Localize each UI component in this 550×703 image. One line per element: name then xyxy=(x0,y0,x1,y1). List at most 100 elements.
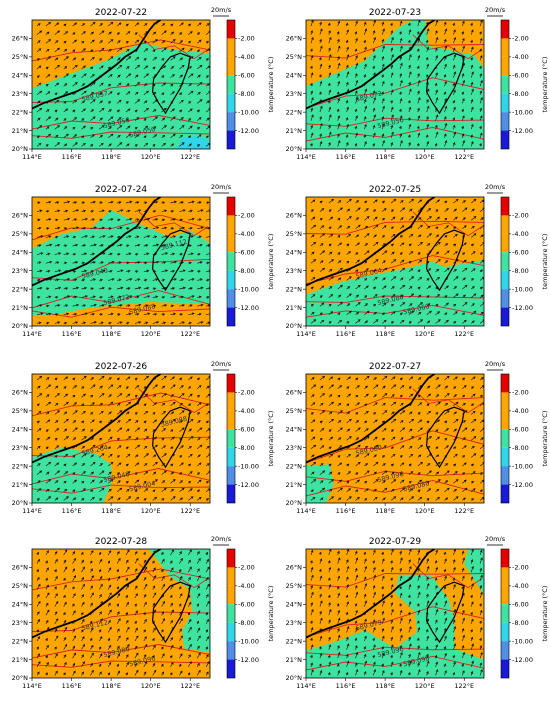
lat-tick-label: 25°N xyxy=(12,582,29,590)
quiver-key-label: 20m/s xyxy=(485,6,506,14)
colorbar-frame xyxy=(500,19,510,150)
lat-tick-label: 25°N xyxy=(286,582,303,590)
colorbar-tick-label: -4.00 xyxy=(238,407,255,415)
colorbar-segment xyxy=(227,622,235,642)
panel-title: 2022-07-23 xyxy=(369,8,421,18)
coastline xyxy=(32,197,162,287)
cool-region xyxy=(306,549,484,678)
wind-vector-arrows xyxy=(310,20,483,147)
colorbar-segment xyxy=(501,447,509,467)
lat-tick-label: 24°N xyxy=(286,600,303,608)
lon-tick-label: 118°E xyxy=(101,507,121,515)
lon-tick-label: 114°E xyxy=(22,153,42,161)
lon-tick-label: 122°E xyxy=(454,330,474,338)
colorbar-tick-label: -8.00 xyxy=(238,444,255,452)
lat-tick-label: 23°N xyxy=(12,90,29,98)
colorbar-segment xyxy=(227,659,235,678)
colorbar-tick-label: -8.00 xyxy=(238,90,255,98)
coastline xyxy=(32,374,162,464)
wind-vectors xyxy=(36,21,210,147)
colorbar-tick-label: -10.00 xyxy=(512,285,533,293)
colorbar-segment xyxy=(501,484,509,503)
colorbar-tick-label: -12.00 xyxy=(512,481,533,489)
colorbar-segment xyxy=(227,585,235,605)
colorbar-tick-label: -10.00 xyxy=(512,637,533,645)
colorbar-segment xyxy=(501,130,509,149)
contour-line xyxy=(32,484,210,494)
wind-vectors xyxy=(36,549,210,676)
panel-title: 2022-07-22 xyxy=(95,8,147,18)
contour-line xyxy=(32,82,210,104)
colorbar-segment xyxy=(227,20,235,39)
lat-tick-label: 23°N xyxy=(12,267,29,275)
colorbar-segment xyxy=(227,289,235,308)
lat-tick-label: 20°N xyxy=(12,499,29,507)
lon-tick-label: 114°E xyxy=(296,507,316,515)
colorbar-segment xyxy=(501,197,509,216)
colorbar-segment xyxy=(227,252,235,271)
colorbar-tick-label: -2.00 xyxy=(512,35,529,43)
panel-frame xyxy=(31,196,211,327)
colorbar-segment xyxy=(227,567,235,586)
colorbar-tick-label: -2.00 xyxy=(238,564,255,572)
colorbar-tick-label: -2.00 xyxy=(512,212,529,220)
colorbar-frame xyxy=(500,373,510,504)
contour-line xyxy=(306,655,484,671)
colorbar-frame xyxy=(500,548,510,679)
contour-line xyxy=(32,131,210,139)
cool-region xyxy=(148,549,210,653)
lat-tick-label: 26°N xyxy=(286,389,303,397)
colorbar-segment xyxy=(501,289,509,308)
colorbar-segment xyxy=(501,56,509,76)
colorbar-segment xyxy=(501,604,509,623)
wind-vector-arrows xyxy=(36,375,210,501)
wind-vectors xyxy=(36,375,210,501)
colorbar-segment xyxy=(227,93,235,113)
colorbar-tick-label: -4.00 xyxy=(238,230,255,238)
lon-tick-label: 114°E xyxy=(22,330,42,338)
contour-line xyxy=(306,220,484,235)
lat-tick-label: 25°N xyxy=(286,230,303,238)
wind-vectors xyxy=(310,375,484,501)
colorbar-tick-label: -2.00 xyxy=(512,389,529,397)
colorbar-tick-label: -4.00 xyxy=(512,582,529,590)
lat-tick-label: 24°N xyxy=(286,71,303,79)
colorbar-segment xyxy=(501,75,509,94)
contour-line xyxy=(138,34,209,60)
wind-vectors xyxy=(310,20,483,147)
colorbar-tick-label: -4.00 xyxy=(238,582,255,590)
contour-line xyxy=(32,611,210,633)
quiver-key-label: 20m/s xyxy=(485,535,506,543)
lat-tick-label: 26°N xyxy=(12,35,29,43)
contour-line xyxy=(306,77,484,109)
lat-tick-label: 21°N xyxy=(12,304,29,312)
lat-tick-label: 21°N xyxy=(286,127,303,135)
colorbar-segment xyxy=(501,215,509,234)
taiwan-outline xyxy=(151,406,191,469)
lat-tick-label: 24°N xyxy=(12,248,29,256)
wind-vector-arrows xyxy=(36,21,210,147)
cool-region xyxy=(32,42,210,149)
wind-vector-arrows xyxy=(310,375,484,501)
lat-tick-label: 20°N xyxy=(12,145,29,153)
colorbar-segment xyxy=(227,466,235,485)
colorbar-tick-label: -6.00 xyxy=(238,600,255,608)
colorbar-tick-label: -8.00 xyxy=(512,90,529,98)
lon-tick-label: 120°E xyxy=(141,682,161,690)
taiwan-outline xyxy=(151,229,191,292)
colorbar-tick-label: -12.00 xyxy=(512,127,533,135)
colorbar-segment xyxy=(501,585,509,605)
colorbar-segment xyxy=(501,392,509,411)
lat-tick-label: 21°N xyxy=(12,481,29,489)
colorbar-tick-label: -8.00 xyxy=(238,267,255,275)
lon-tick-label: 122°E xyxy=(454,507,474,515)
colorbar-segment xyxy=(227,215,235,234)
lon-tick-label: 114°E xyxy=(22,682,42,690)
